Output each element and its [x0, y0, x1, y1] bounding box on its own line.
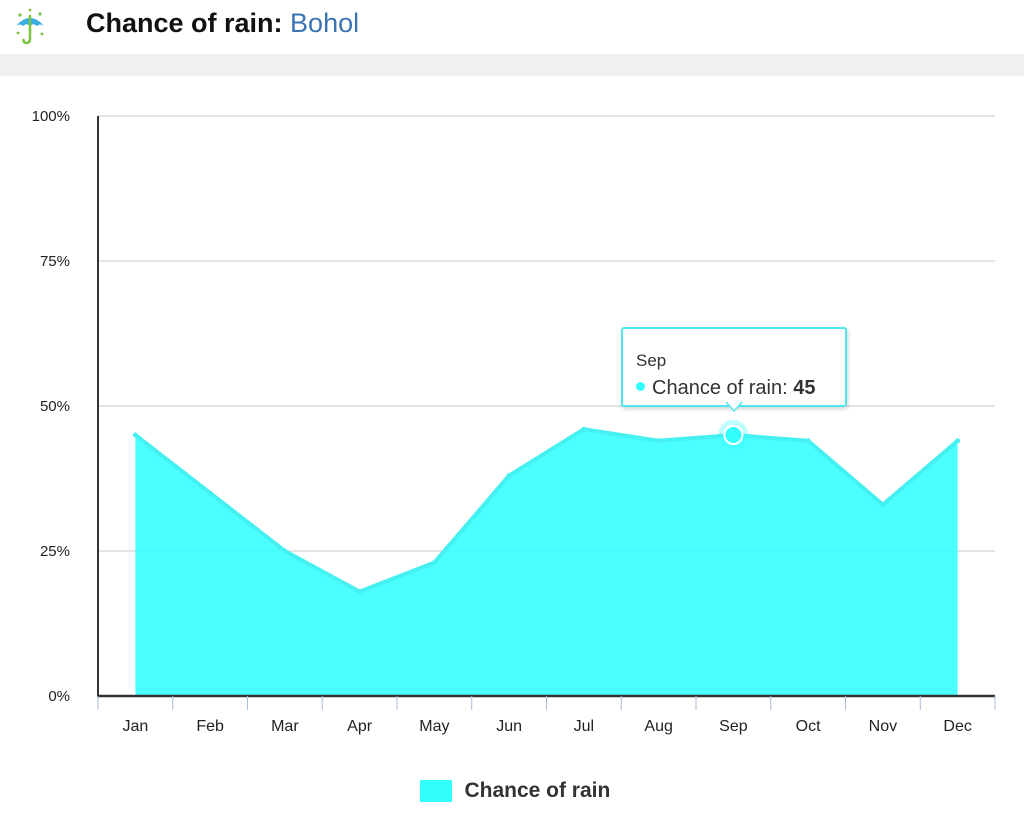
series-line [134, 427, 959, 594]
x-tick-label: Jul [574, 718, 594, 735]
x-tick-label: Nov [869, 718, 897, 735]
data-point [880, 502, 886, 508]
y-tick-label: 50% [40, 398, 70, 415]
data-point [282, 548, 288, 554]
tooltip-pointer-inner [727, 402, 741, 410]
chart-tooltip: Sep Chance of rain: 45 [621, 327, 847, 407]
chart-legend[interactable]: Chance of rain [420, 779, 610, 807]
series-area [135, 429, 958, 696]
data-point [955, 438, 961, 444]
y-tick-label: 25% [40, 543, 70, 560]
highlight-point [723, 425, 744, 445]
data-point [805, 438, 811, 444]
umbrella-rain-icon [16, 8, 44, 45]
data-point [656, 438, 662, 444]
tooltip-label: Chance of rain: [652, 377, 788, 399]
x-tick-label: Aug [644, 718, 672, 735]
tooltip-series-dot [636, 382, 645, 391]
x-tick-label: Sep [719, 718, 748, 735]
data-point [132, 432, 138, 438]
title-label: Chance of rain: [86, 8, 283, 38]
x-tick-label: Dec [943, 718, 971, 735]
data-point [581, 426, 587, 432]
header-divider [0, 54, 1024, 76]
x-tick-label: May [419, 718, 449, 735]
page-header: Chance of rain: Bohol [0, 0, 1024, 52]
data-point [506, 473, 512, 479]
y-tick-label: 100% [32, 108, 70, 125]
tooltip-value: 45 [793, 377, 816, 399]
y-tick-label: 0% [48, 688, 70, 705]
x-tick-label: Jun [496, 718, 522, 735]
page-title: Chance of rain: Bohol [86, 6, 359, 40]
y-tick-label: 75% [40, 253, 70, 270]
x-tick-label: Mar [271, 718, 299, 735]
data-point [357, 589, 363, 595]
tooltip-month: Sep [636, 351, 667, 370]
legend-swatch [420, 780, 452, 802]
data-point [207, 490, 213, 496]
x-tick-label: Jan [122, 718, 148, 735]
x-tick-label: Apr [347, 718, 373, 735]
tooltip-row: Chance of rain: 45 [636, 377, 815, 400]
x-tick-label: Feb [196, 718, 224, 735]
legend-label: Chance of rain [464, 779, 611, 802]
x-tick-label: Oct [796, 718, 821, 735]
data-point [431, 560, 437, 566]
chart-panel: 0% 25% 50% 75% 100% Jan Feb Mar Apr May Jun Jul Aug S… [0, 76, 1024, 828]
rain-chart: 0% 25% 50% 75% 100% Jan Feb Mar Apr May Jun Jul Aug S… [32, 108, 996, 735]
title-location-link[interactable]: Bohol [290, 8, 360, 38]
